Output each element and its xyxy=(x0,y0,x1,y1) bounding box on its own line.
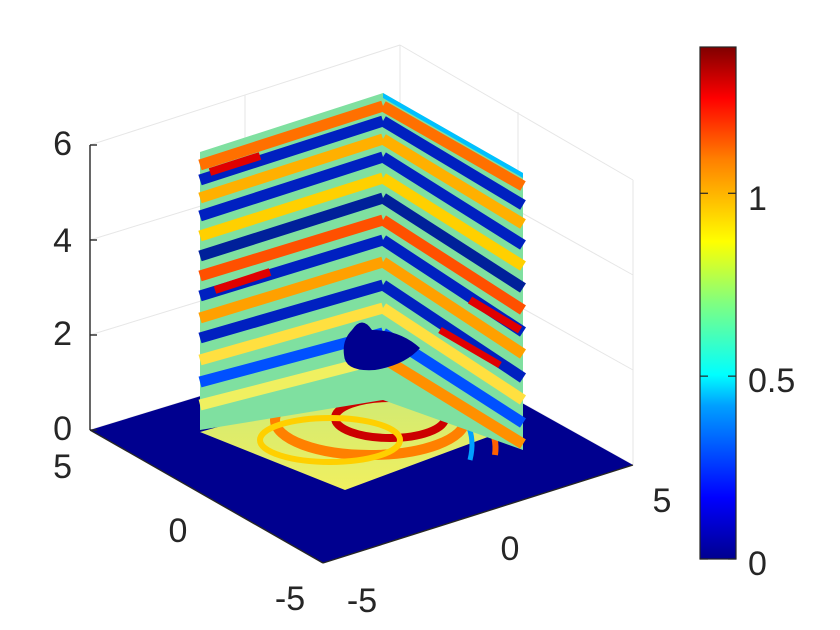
y-axis-ticks: 5 0 -5 xyxy=(53,448,305,618)
scatterer-obstacle xyxy=(343,322,420,371)
x-tick-label: 0 xyxy=(501,530,520,568)
y-tick-label: -5 xyxy=(275,580,305,618)
colorbar-tick-marks xyxy=(700,192,736,560)
tick-marks xyxy=(90,144,97,431)
y-tick-label: 0 xyxy=(169,512,188,550)
z-tick-label: 0 xyxy=(53,410,72,448)
x-tick-label: 5 xyxy=(653,482,672,520)
colorbar-gradient xyxy=(699,46,737,560)
x-tick-label: -5 xyxy=(347,582,377,620)
z-tick-label: 6 xyxy=(53,125,72,163)
axis-lines xyxy=(89,145,634,564)
z-tick-label: 4 xyxy=(53,222,72,260)
left-vertical-slice xyxy=(198,93,385,430)
right-vertical-slice xyxy=(379,93,527,450)
z-tick-label: 2 xyxy=(53,315,72,353)
colorbar-tick-label: 0 xyxy=(748,545,767,583)
colorbar-tick-label: 1 xyxy=(748,180,767,218)
colorbar: 0 0.5 1 xyxy=(699,46,795,583)
colorbar-tick-label: 0.5 xyxy=(748,362,795,400)
y-tick-label: 5 xyxy=(53,448,72,486)
z-axis-ticks: 0 2 4 6 xyxy=(53,125,72,448)
x-axis-ticks: -5 0 5 xyxy=(347,482,672,620)
